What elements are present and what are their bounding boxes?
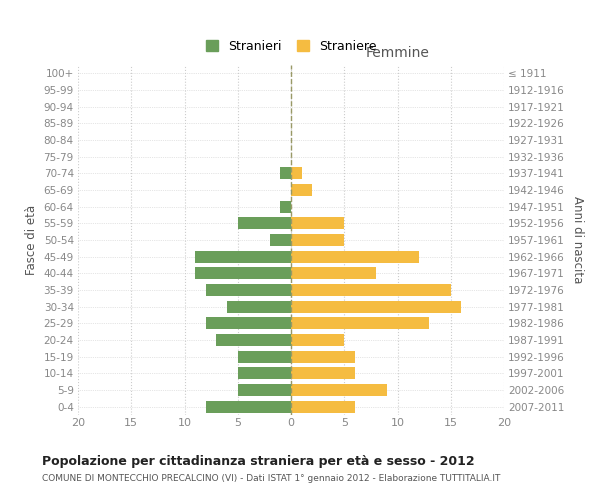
Bar <box>291 250 419 262</box>
Bar <box>291 350 355 362</box>
Bar <box>195 250 291 262</box>
Text: COMUNE DI MONTECCHIO PRECALCINO (VI) - Dati ISTAT 1° gennaio 2012 - Elaborazione: COMUNE DI MONTECCHIO PRECALCINO (VI) - D… <box>42 474 500 483</box>
Bar <box>291 368 355 380</box>
Bar <box>291 334 344 346</box>
Bar <box>291 284 451 296</box>
Bar <box>291 384 387 396</box>
Bar <box>238 368 291 380</box>
Bar <box>280 168 291 179</box>
Bar <box>291 234 344 246</box>
Bar <box>206 400 291 412</box>
Bar <box>291 300 461 312</box>
Y-axis label: Fasce di età: Fasce di età <box>25 205 38 275</box>
Bar <box>238 384 291 396</box>
Bar <box>291 168 302 179</box>
Legend: Stranieri, Straniere: Stranieri, Straniere <box>202 36 380 56</box>
Bar <box>238 350 291 362</box>
Bar <box>195 268 291 280</box>
Bar <box>206 318 291 330</box>
Bar <box>291 400 355 412</box>
Bar <box>206 284 291 296</box>
Bar <box>227 300 291 312</box>
Bar <box>291 184 313 196</box>
Bar <box>291 268 376 280</box>
Bar <box>270 234 291 246</box>
Bar <box>291 218 344 230</box>
Bar <box>280 200 291 212</box>
Bar <box>238 218 291 230</box>
Y-axis label: Anni di nascita: Anni di nascita <box>571 196 584 284</box>
Bar <box>291 318 430 330</box>
Bar <box>217 334 291 346</box>
Text: Femmine: Femmine <box>365 46 430 60</box>
Text: Popolazione per cittadinanza straniera per età e sesso - 2012: Popolazione per cittadinanza straniera p… <box>42 455 475 468</box>
